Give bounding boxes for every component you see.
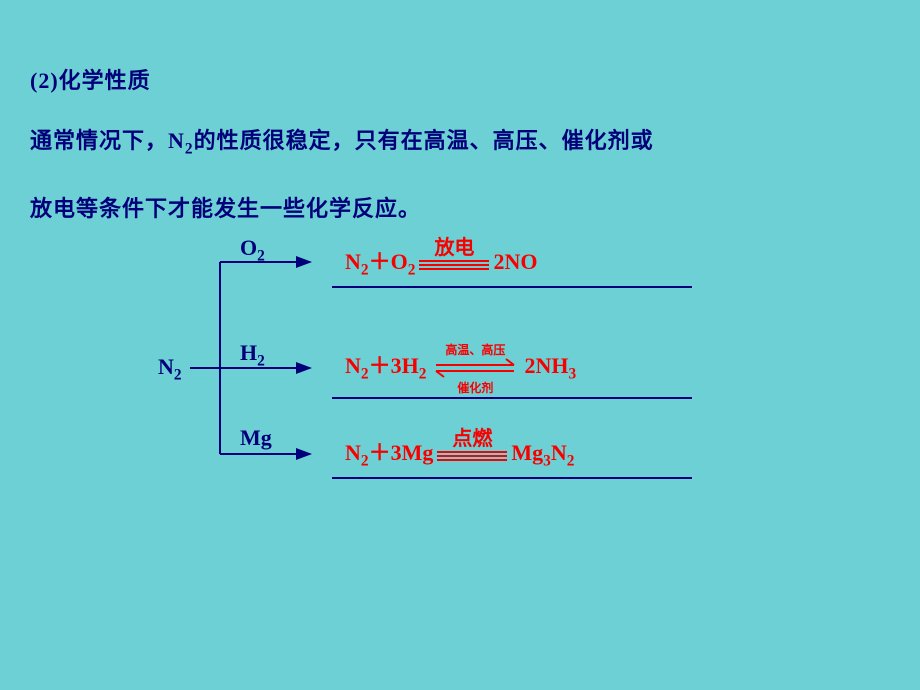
- section-title: 化学性质: [59, 68, 151, 93]
- intro-line-2: 通常情况下，N2的性质很稳定，只有在高温、高压、催化剂或: [30, 120, 890, 170]
- intro-text-c: 放电等条件下才能发生一些化学反应。: [30, 196, 421, 221]
- condition-label: 放电: [419, 231, 489, 260]
- intro-line-3: 放电等条件下才能发生一些化学反应。: [30, 188, 890, 230]
- reagent-label: Mg: [240, 425, 272, 451]
- condition-label-top: 高温、高压: [430, 341, 520, 358]
- equation-line: N2＋3H2高温、高压催化剂2NH3: [345, 348, 576, 383]
- n2-symbol: N2: [168, 128, 194, 153]
- equation-line: N2＋O2放电2NO: [345, 244, 537, 279]
- section-number: (2): [30, 68, 59, 93]
- intro-text-a: 通常情况下，: [30, 128, 168, 153]
- condition-label-bottom: 催化剂: [430, 379, 520, 396]
- reversible-arrows-icon: [430, 355, 520, 381]
- n2-letter: N: [168, 128, 185, 153]
- equation-line: N2＋3Mg点燃Mg3N2: [345, 435, 574, 470]
- reagent-label: O2: [240, 235, 265, 265]
- root-n2-label: N2: [158, 354, 182, 384]
- intro-line-1: (2)化学性质: [30, 60, 890, 102]
- condition-label: 点燃: [437, 422, 507, 451]
- equals-sign: 放电: [419, 253, 489, 275]
- equation-underline: [332, 286, 692, 288]
- n2-sub: 2: [185, 140, 194, 157]
- content-area: (2)化学性质 通常情况下，N2的性质很稳定，只有在高温、高压、催化剂或 放电等…: [0, 0, 920, 230]
- reaction-diagram: N2 O2 H2 Mg N2＋O2放电2NO N2＋3H2高温、高压催化剂2NH3 N2＋3…: [0, 210, 920, 530]
- reagent-label: H2: [240, 340, 265, 370]
- equation-underline: [332, 477, 692, 479]
- intro-text-b: 的性质很稳定，只有在高温、高压、催化剂或: [194, 128, 654, 153]
- equals-sign: 点燃: [437, 444, 507, 466]
- reversible-sign: 高温、高压催化剂: [430, 355, 520, 381]
- equation-underline: [332, 397, 692, 399]
